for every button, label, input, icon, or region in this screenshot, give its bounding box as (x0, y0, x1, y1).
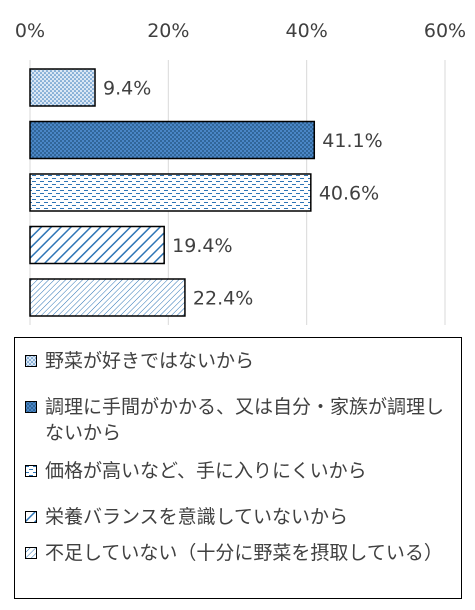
data-label: 22.4% (193, 288, 253, 310)
data-label: 40.6% (319, 183, 379, 205)
legend-item: 不足していない（十分に野菜を摂取している） (25, 540, 455, 566)
x-tick-label: 40% (286, 20, 328, 42)
x-tick-label: 60% (424, 20, 466, 42)
bar (29, 278, 186, 317)
legend: 野菜が好きではないから 調理に手間がかかる、又は自分・家族が調理しないから 価格… (14, 337, 462, 599)
legend-label: 野菜が好きではないから (45, 350, 255, 372)
legend-label: 調理に手間がかかる、又は自分・家族が調理しないから (45, 396, 445, 444)
legend-swatch (25, 465, 37, 477)
bar (29, 68, 96, 107)
legend-swatch (25, 547, 37, 559)
legend-swatch (25, 401, 37, 413)
x-axis-ticks: 0% 20% 40% 60% (15, 20, 466, 42)
data-labels: 9.4% 41.1% 40.6% 19.4% 22.4% (103, 78, 383, 310)
bars (29, 68, 316, 317)
legend-item: 栄養バランスを意識していないから (25, 504, 455, 530)
data-label: 19.4% (172, 235, 232, 257)
legend-item: 価格が高いなど、手に入りにくいから (25, 458, 455, 484)
legend-swatch (25, 511, 37, 523)
legend-label: 価格が高いなど、手に入りにくいから (45, 460, 367, 482)
bar (29, 225, 165, 265)
x-tick-label: 20% (147, 20, 189, 42)
data-label: 41.1% (322, 130, 382, 152)
legend-swatch (25, 355, 37, 367)
legend-label: 不足していない（十分に野菜を摂取している） (45, 542, 443, 564)
legend-item: 調理に手間がかかる、又は自分・家族が調理しないから (25, 394, 455, 446)
bar-chart: 0% 20% 40% 60% 9.4% 41.1% 40.6% 19.4% 22.4% (15, 20, 466, 325)
x-tick-label: 0% (15, 20, 45, 42)
legend-label: 栄養バランスを意識していないから (45, 506, 349, 528)
bar (29, 120, 316, 160)
bar (29, 173, 312, 212)
legend-item: 野菜が好きではないから (25, 348, 455, 374)
data-label: 9.4% (103, 78, 151, 100)
